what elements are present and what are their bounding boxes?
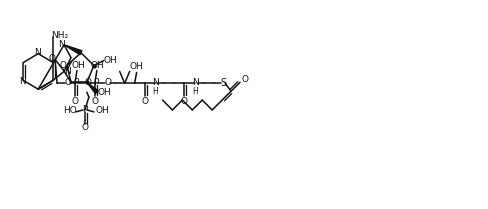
- Text: P: P: [82, 105, 88, 114]
- Text: O: O: [60, 61, 66, 70]
- Text: HO: HO: [63, 106, 77, 115]
- Text: O: O: [141, 97, 148, 106]
- Text: N: N: [19, 77, 26, 86]
- Text: H: H: [192, 87, 198, 96]
- Text: P: P: [73, 78, 79, 87]
- Text: O: O: [181, 97, 188, 106]
- Text: O: O: [81, 123, 88, 132]
- Text: P: P: [93, 78, 99, 87]
- Text: H: H: [153, 87, 159, 96]
- Text: N: N: [34, 48, 41, 57]
- Text: O: O: [242, 75, 248, 84]
- Text: N: N: [152, 78, 159, 87]
- Polygon shape: [64, 45, 82, 55]
- Text: O: O: [91, 97, 99, 106]
- Text: OH: OH: [96, 106, 110, 115]
- Text: O: O: [104, 78, 111, 87]
- Text: OH: OH: [130, 62, 143, 71]
- Text: OH: OH: [71, 61, 85, 70]
- Text: O: O: [49, 54, 56, 63]
- Text: N: N: [58, 40, 64, 49]
- Text: N: N: [63, 67, 70, 76]
- Text: OH: OH: [91, 61, 105, 70]
- Text: OH: OH: [104, 56, 118, 65]
- Text: O: O: [84, 78, 91, 87]
- Text: S: S: [220, 78, 226, 88]
- Text: N: N: [192, 78, 199, 87]
- Text: NH₂: NH₂: [52, 31, 69, 40]
- Polygon shape: [87, 82, 98, 94]
- Text: O: O: [71, 97, 79, 106]
- Text: OH: OH: [98, 88, 112, 97]
- Text: O: O: [64, 78, 72, 87]
